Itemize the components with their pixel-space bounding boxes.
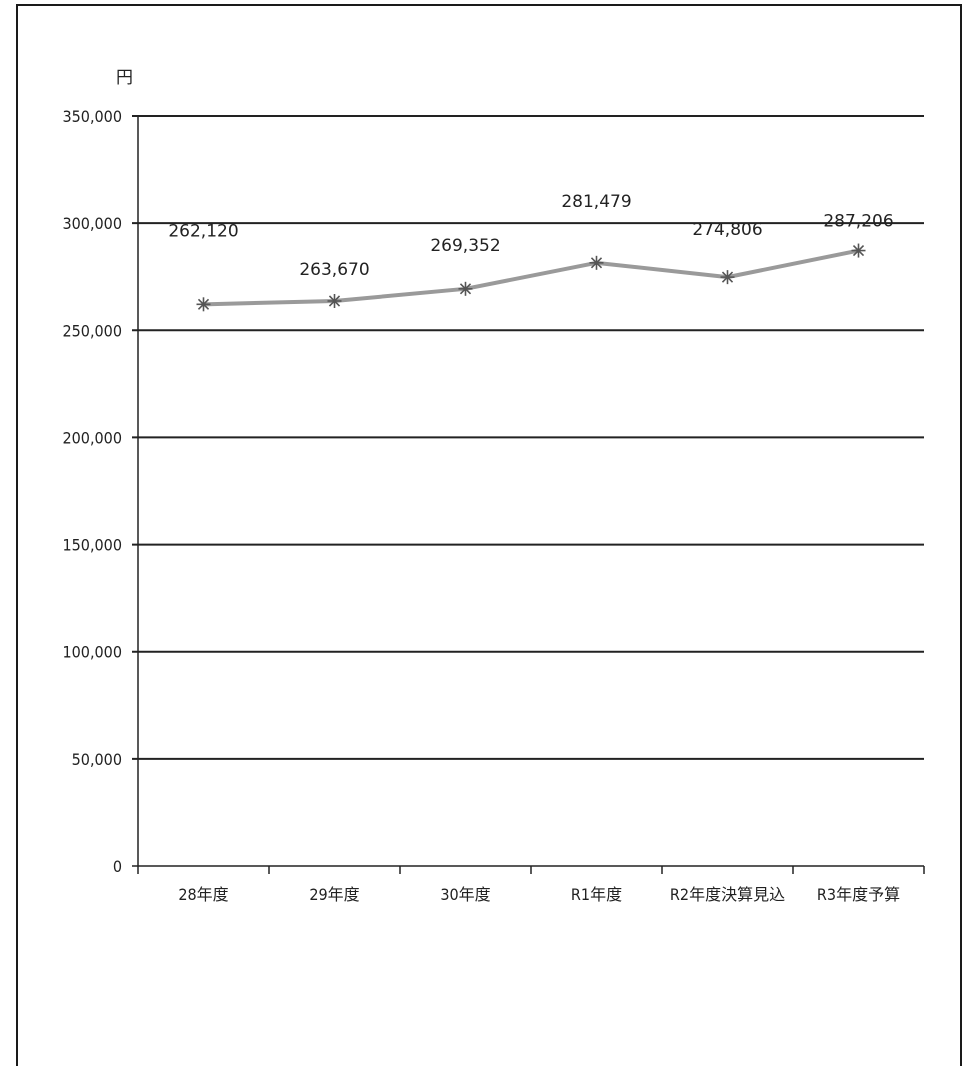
y-tick-label: 150,000 (62, 536, 122, 555)
marker-stroke (328, 295, 341, 307)
data-point-marker (720, 270, 735, 285)
y-tick-label: 250,000 (62, 321, 122, 340)
data-label: 262,120 (168, 221, 238, 241)
marker-stroke (852, 244, 865, 257)
data-point-marker (196, 297, 211, 312)
x-tick-label: R1年度 (571, 885, 622, 904)
y-tick-label: 350,000 (62, 107, 122, 126)
marker-stroke (197, 298, 210, 310)
data-label: 274,806 (692, 220, 762, 240)
y-tick-label: 300,000 (62, 214, 122, 233)
marker-stroke (590, 257, 603, 269)
marker-stroke (459, 283, 472, 295)
data-point-marker (851, 243, 866, 258)
data-label: 263,670 (299, 260, 369, 280)
data-point-marker (458, 281, 473, 296)
marker-stroke (721, 271, 734, 283)
label-layer: 円 262,120 263,670 269,352 281,479 274,806 287,… (116, 68, 894, 280)
y-tick-label: 50,000 (72, 750, 122, 769)
data-point-marker (589, 255, 604, 270)
x-tick-label: 28年度 (178, 885, 228, 904)
data-label: 287,206 (823, 212, 893, 232)
y-tick-label: 100,000 (62, 643, 122, 662)
axis-layer: 0 50,000 100,000 150,000 200,000 250,000 300,0… (62, 107, 925, 904)
x-tick-label: R3年度予算 (817, 885, 900, 904)
data-point-marker (327, 293, 342, 308)
y-axis-unit-label: 円 (116, 68, 133, 88)
y-tick-label: 0 (113, 857, 122, 876)
grid-layer (132, 115, 924, 760)
x-tick-label: R2年度決算見込 (670, 885, 785, 904)
series-layer (196, 243, 866, 312)
y-tick-label: 200,000 (62, 428, 122, 447)
x-tick-label: 29年度 (309, 885, 359, 904)
data-label: 269,352 (430, 236, 500, 256)
series-line (203, 248, 859, 307)
x-tick-label: 30年度 (440, 885, 490, 904)
data-label: 281,479 (561, 192, 631, 212)
chart-frame (16, 4, 962, 1066)
